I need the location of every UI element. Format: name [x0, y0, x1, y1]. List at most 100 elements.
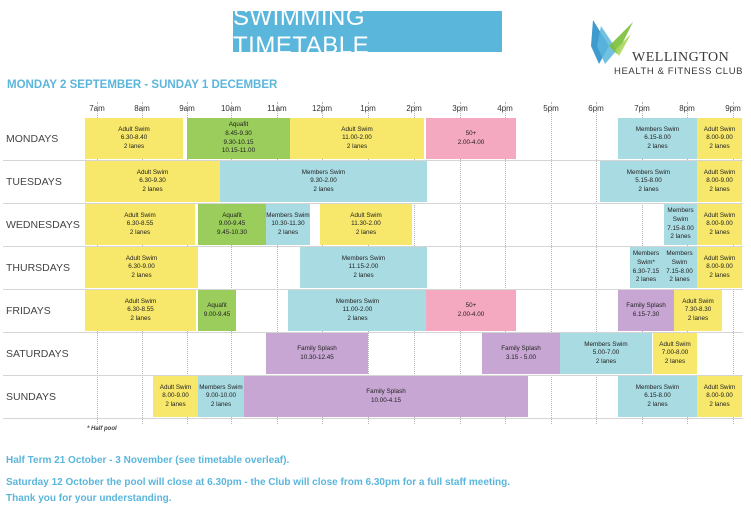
session-cell: Adult Swim 6.30-8.55 2 lanes [85, 204, 195, 245]
session-title: Adult Swim [124, 211, 156, 219]
session-detail: 11.15-2.00 [348, 263, 379, 271]
hour-label-9pm: 9pm [725, 104, 741, 113]
session-detail: 2.00-4.00 [457, 138, 485, 146]
session-detail: 2 lanes [355, 228, 377, 236]
hour-label-4pm: 4pm [497, 104, 513, 113]
session-detail: 9.00-9.45 [218, 220, 246, 228]
session-cell: Family Splash 6.15-7.30 [618, 290, 674, 331]
session-cell: Adult Swim 8.00-9.00 2 lanes [697, 247, 742, 288]
session-detail: 9.30-10.15 [223, 138, 254, 146]
session-title: Members Swim [266, 211, 310, 219]
hour-label-3pm: 3pm [452, 104, 468, 113]
session-cell: Family Splash 10.00-4.15 [244, 376, 528, 417]
hour-label-11am: 11am [267, 104, 287, 113]
session-detail: 2 lanes [347, 314, 368, 322]
session-cell: Adult Swim 8.00-9.00 2 lanes [697, 161, 742, 202]
session-detail: 2 lanes [635, 276, 657, 284]
session-title: Members Swim [667, 207, 694, 223]
row-divider [3, 418, 743, 419]
session-title: 50+ [465, 301, 477, 309]
session-cell: Adult Swim 6.30-9.00 2 lanes [85, 247, 198, 288]
session-title: Adult Swim [703, 168, 736, 176]
session-detail: 2 lanes [130, 314, 151, 322]
footer-thanks: Thank you for your understanding. [6, 493, 172, 504]
session-title: Aquafit [222, 211, 242, 219]
session-detail: 8.00-9.00 [706, 392, 733, 400]
hour-label-12pm: 12pm [311, 104, 332, 113]
session-title: Family Splash [366, 387, 406, 395]
session-cell: Adult Swim 6.30-8.40 2 lanes [85, 118, 183, 159]
session-cell: Adult Swim 8.00-9.00 2 lanes [153, 376, 198, 417]
session-title: Adult Swim [703, 383, 736, 391]
session-detail: 2 lanes [313, 185, 334, 193]
session-detail: 2 lanes [687, 314, 709, 322]
session-title: Family Splash [626, 301, 666, 309]
day-label-mondays: MONDAYS [6, 133, 59, 145]
session-title: Members Swim [341, 254, 386, 262]
session-cell: Adult Swim 8.00-9.00 2 lanes [697, 204, 742, 245]
session-detail: 8.00-9.00 [706, 177, 733, 185]
session-cell: Members Swim 10.30-11.30 2 lanes [266, 204, 310, 245]
session-title: Members Swim [199, 383, 243, 391]
session-detail: 7.15-8.00 [666, 267, 693, 275]
session-cell: Members Swim 11.15-2.00 2 lanes [300, 247, 427, 288]
session-detail: 8.00-9.00 [706, 134, 733, 142]
session-cell: Members Swim 9.30-2.00 2 lanes [220, 161, 427, 202]
session-title: Adult Swim [703, 254, 736, 262]
session-detail: 6.30-9.30 [139, 177, 166, 185]
session-detail: 8.00-9.00 [706, 263, 733, 271]
row-divider [3, 375, 743, 376]
session-detail: 2 lanes [131, 271, 152, 279]
session-detail: 11.00-2.00 [342, 306, 373, 314]
session-detail: 7.00-8.00 [661, 349, 689, 357]
day-label-wednesdays: WEDNESDAYS [6, 219, 80, 231]
session-detail: 2 lanes [123, 142, 145, 150]
session-detail: 2 lanes [210, 400, 232, 408]
session-detail: 5.15-8.00 [635, 177, 662, 185]
hour-label-5pm: 5pm [543, 104, 559, 113]
session-detail: 2 lanes [277, 228, 299, 236]
session-title: Adult Swim [350, 211, 382, 219]
session-detail: 5.00-7.00 [592, 349, 620, 357]
session-detail: 6.30-7.15 [632, 267, 660, 275]
hour-label-2pm: 2pm [406, 104, 422, 113]
half-pool-note: * Half pool [87, 426, 117, 432]
session-detail: 2 lanes [647, 142, 668, 150]
wellington-logo-icon [591, 20, 633, 64]
session-title: Members Swim [301, 168, 346, 176]
hour-label-9am: 9am [179, 104, 195, 113]
session-detail: 10.15-11.00 [221, 147, 256, 155]
session-title: Adult Swim [125, 254, 158, 262]
session-detail: 9.00-9.45 [203, 310, 231, 318]
day-label-fridays: FRIDAYS [6, 305, 51, 317]
session-detail: 8.00-9.00 [706, 220, 733, 228]
session-detail: 10.30-11.30 [271, 220, 305, 228]
session-cell: Members Swim 6.15-8.00 2 lanes [618, 376, 697, 417]
hour-gridline [231, 102, 232, 424]
session-cell: Adult Swim 6.30-8.55 2 lanes [85, 290, 196, 331]
session-title: Members Swim [635, 125, 680, 133]
session-title: Members Swim [635, 383, 680, 391]
session-cell: Family Splash 10.30-12.45 [266, 333, 368, 374]
session-cell: Adult Swim 6.30-9.30 2 lanes [85, 161, 220, 202]
session-cell: Members Swim* 6.30-7.15 2 lanes [630, 247, 662, 288]
session-detail: 9.00-10.00 [205, 392, 237, 400]
session-detail: 6.15-8.00 [644, 134, 671, 142]
session-title: Adult Swim [659, 340, 691, 348]
session-detail: 6.15-7.30 [632, 310, 660, 318]
hour-gridline [596, 102, 597, 424]
session-title: Adult Swim [136, 168, 169, 176]
hour-label-7am: 7am [89, 104, 105, 113]
session-detail: 6.30-8.40 [120, 134, 148, 142]
session-cell: Aquafit 9.00-9.45 9.45-10.30 [198, 204, 266, 245]
session-cell: Members Swim 11.00-2.00 2 lanes [288, 290, 427, 331]
session-cell: Adult Swim 7.00-8.00 2 lanes [653, 333, 697, 374]
session-detail: 2 lanes [165, 400, 186, 408]
session-detail: 3.15 - 5.00 [505, 353, 537, 361]
session-detail: 9.30-2.00 [310, 177, 337, 185]
hour-label-7pm: 7pm [634, 104, 650, 113]
row-divider [3, 289, 743, 290]
session-title: Members Swim [626, 168, 671, 176]
session-title: Adult Swim [118, 125, 150, 133]
hour-label-6pm: 6pm [588, 104, 604, 113]
